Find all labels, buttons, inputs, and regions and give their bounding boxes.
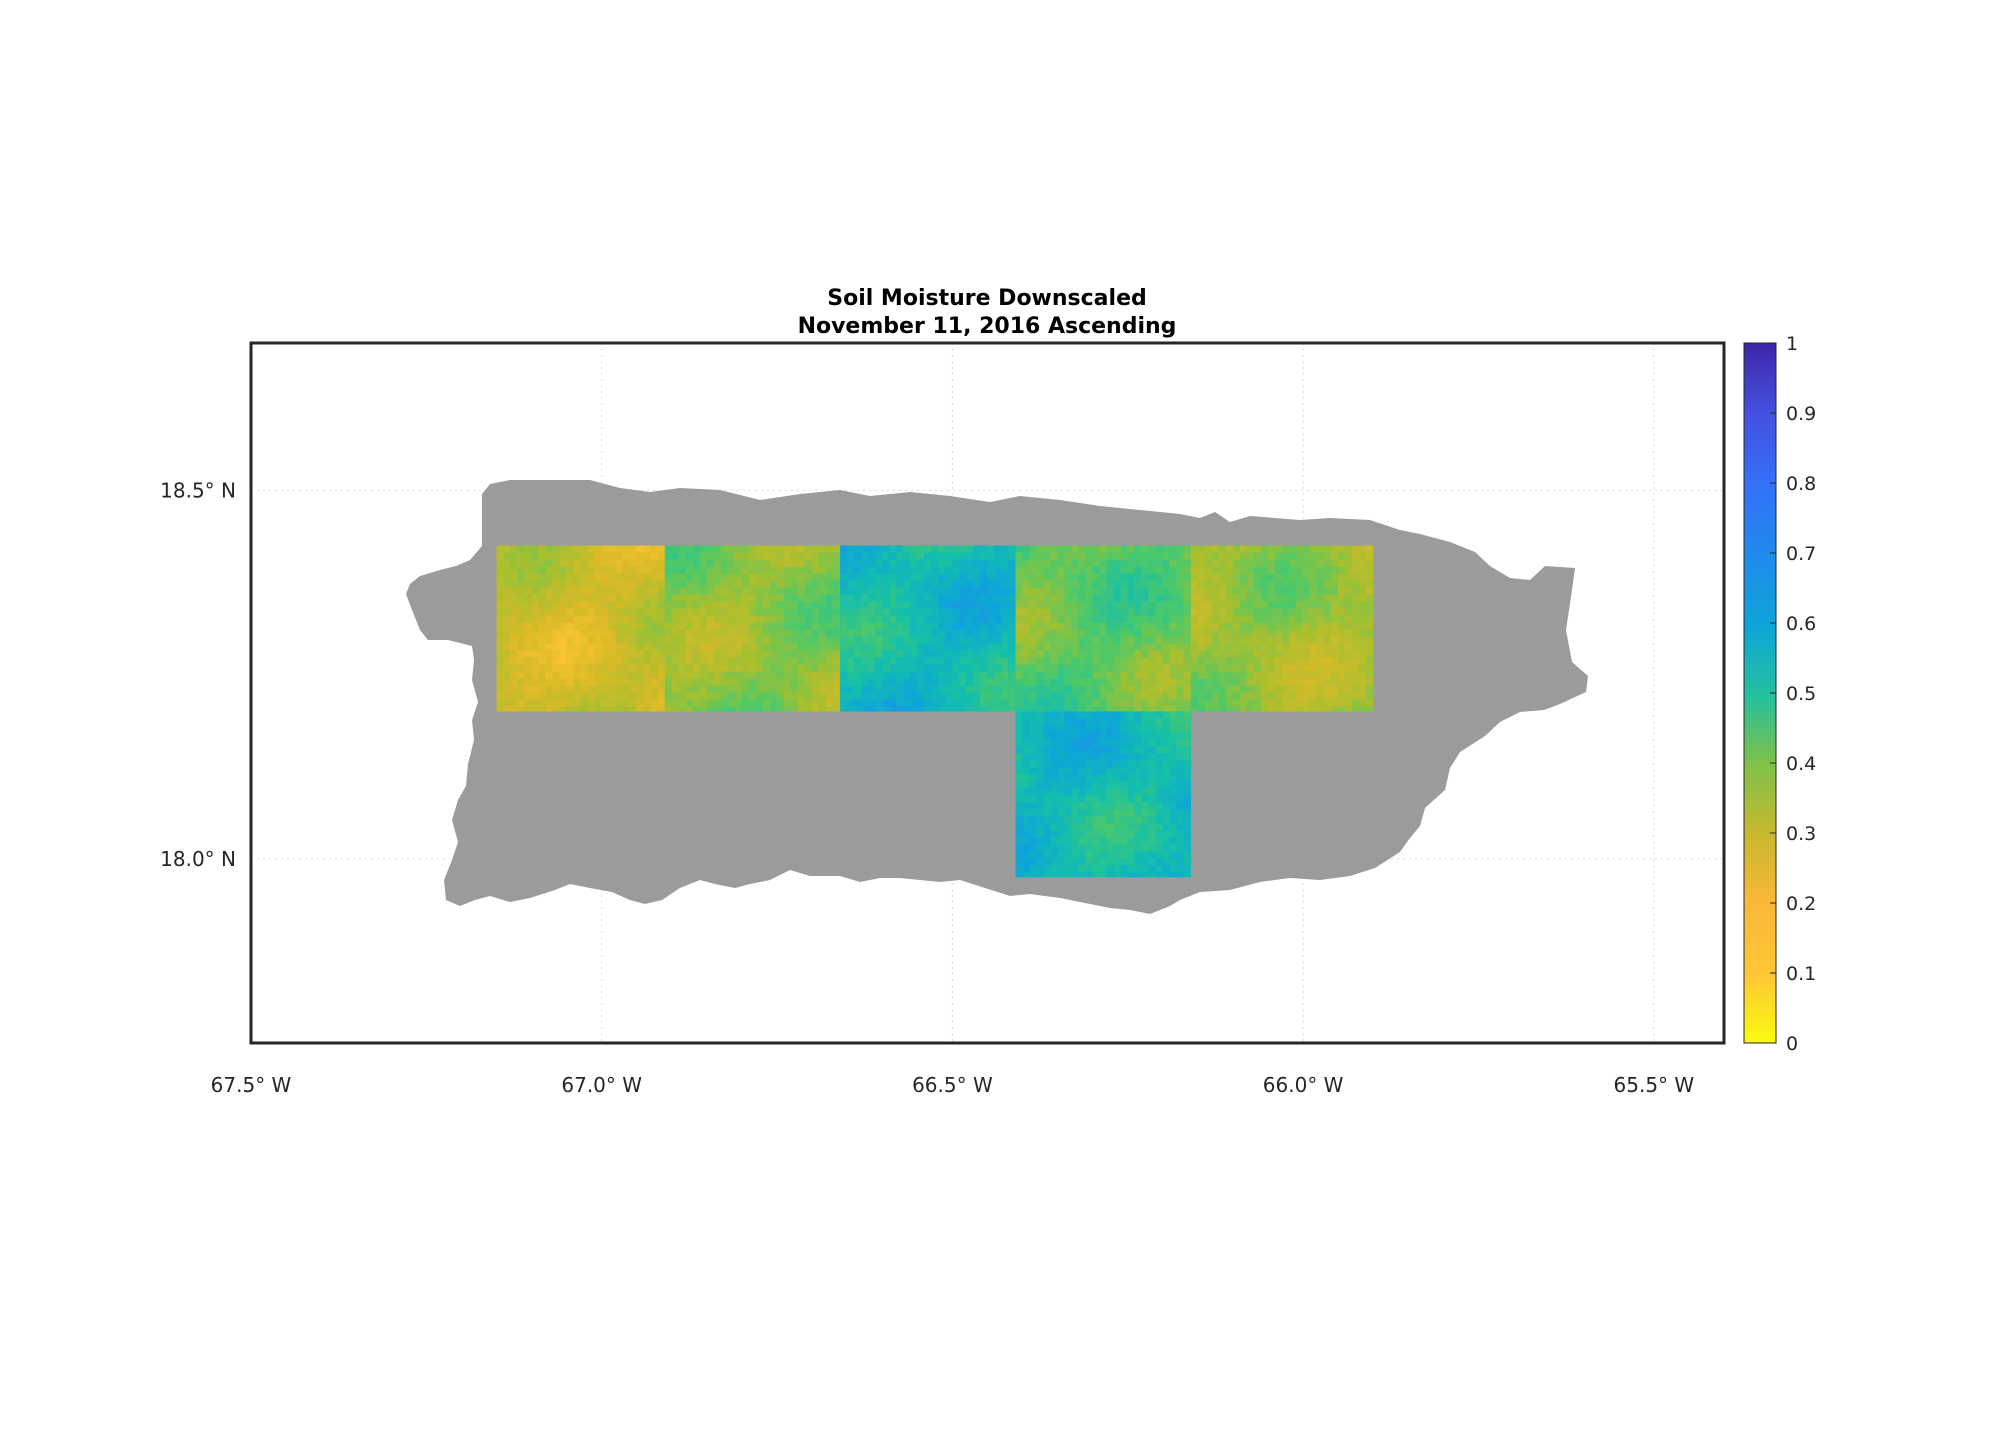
data-tile (1190, 545, 1374, 712)
data-tile (1015, 711, 1191, 878)
data-tile (664, 545, 841, 712)
y-tick-label: 18.5° N (160, 478, 236, 502)
x-tick-label: 67.0° W (561, 1073, 642, 1097)
colorbar-tick-label: 0 (1786, 1033, 1798, 1055)
x-tick-label: 65.5° W (1614, 1073, 1695, 1097)
x-tick-label: 66.0° W (1263, 1073, 1344, 1097)
data-tile (840, 545, 1016, 712)
colorbar-tick-label: 1 (1786, 333, 1798, 355)
y-tick-labels: 18.5° N 18.0° N (160, 478, 236, 870)
map-title: Soil Moisture Downscaled (827, 286, 1147, 311)
x-tick-label: 67.5° W (211, 1073, 292, 1097)
colorbar-tick-label: 0.7 (1786, 543, 1816, 565)
colorbar-tick-label: 0.6 (1786, 613, 1816, 635)
colorbar-tick-label: 0.4 (1786, 753, 1816, 775)
x-tick-labels: 67.5° W 67.0° W 66.5° W 66.0° W 65.5° W (211, 1073, 1695, 1097)
y-tick-label: 18.0° N (160, 847, 236, 871)
soil-moisture-tiles (496, 545, 1374, 878)
colorbar-tick-label: 0.8 (1786, 473, 1816, 495)
data-tile (1015, 545, 1191, 712)
colorbar-tick-label: 0.9 (1786, 403, 1816, 425)
plot-frame (249, 341, 1726, 1045)
colorbar-ticks: 0 0.1 0.2 0.3 0.4 0.5 0.6 0.7 0.8 0.9 1 (1770, 333, 1816, 1055)
map-subtitle: November 11, 2016 Ascending (798, 314, 1177, 339)
colorbar-tick-label: 0.3 (1786, 823, 1816, 845)
colorbar-tick-label: 0.5 (1786, 683, 1816, 705)
x-tick-label: 66.5° W (912, 1073, 993, 1097)
colorbar-tick-label: 0.2 (1786, 893, 1816, 915)
colorbar-tick-label: 0.1 (1786, 963, 1816, 985)
data-tile (496, 545, 665, 712)
